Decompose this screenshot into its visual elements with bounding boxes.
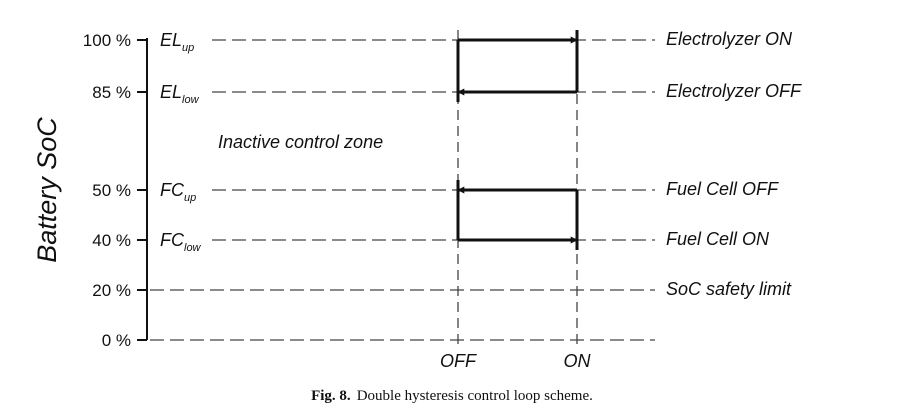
tick-label-50: 50 % [92,181,131,200]
hysteresis-diagram: Battery SoC 100 % 85 % 50 % 40 % 20 % 0 … [32,29,802,371]
level-lines [150,39,655,341]
x-label-off: OFF [440,351,477,371]
threshold-label-fc-low: FClow [160,230,202,254]
tick-label-85: 85 % [92,83,131,102]
x-label-on: ON [564,351,592,371]
zone-label: Inactive control zone [218,132,383,152]
caption-label: Fig. 8. [311,388,351,404]
tick-label-40: 40 % [92,231,131,250]
y-axis-title: Battery SoC [32,117,62,263]
fuelcell-loop [456,180,579,250]
tick-label-0: 0 % [102,331,131,350]
state-label-electrolyzer-off: Electrolyzer OFF [666,81,802,101]
state-label-electrolyzer-on: Electrolyzer ON [666,29,793,49]
threshold-label-fc-up: FCup [160,180,196,204]
state-label-fuelcell-on: Fuel Cell ON [666,229,770,249]
threshold-label-el-up: ELup [160,30,194,54]
tick-label-20: 20 % [92,281,131,300]
figure-caption: Fig. 8. Double hysteresis control loop sc… [0,388,904,405]
state-label-safety-limit: SoC safety limit [666,279,792,299]
state-label-fuelcell-off: Fuel Cell OFF [666,179,779,199]
y-ticks [137,39,147,341]
electrolyzer-loop [456,30,579,102]
threshold-label-el-low: ELlow [160,82,200,106]
caption-text: Double hysteresis control loop scheme. [356,388,593,404]
tick-label-100: 100 % [83,31,131,50]
